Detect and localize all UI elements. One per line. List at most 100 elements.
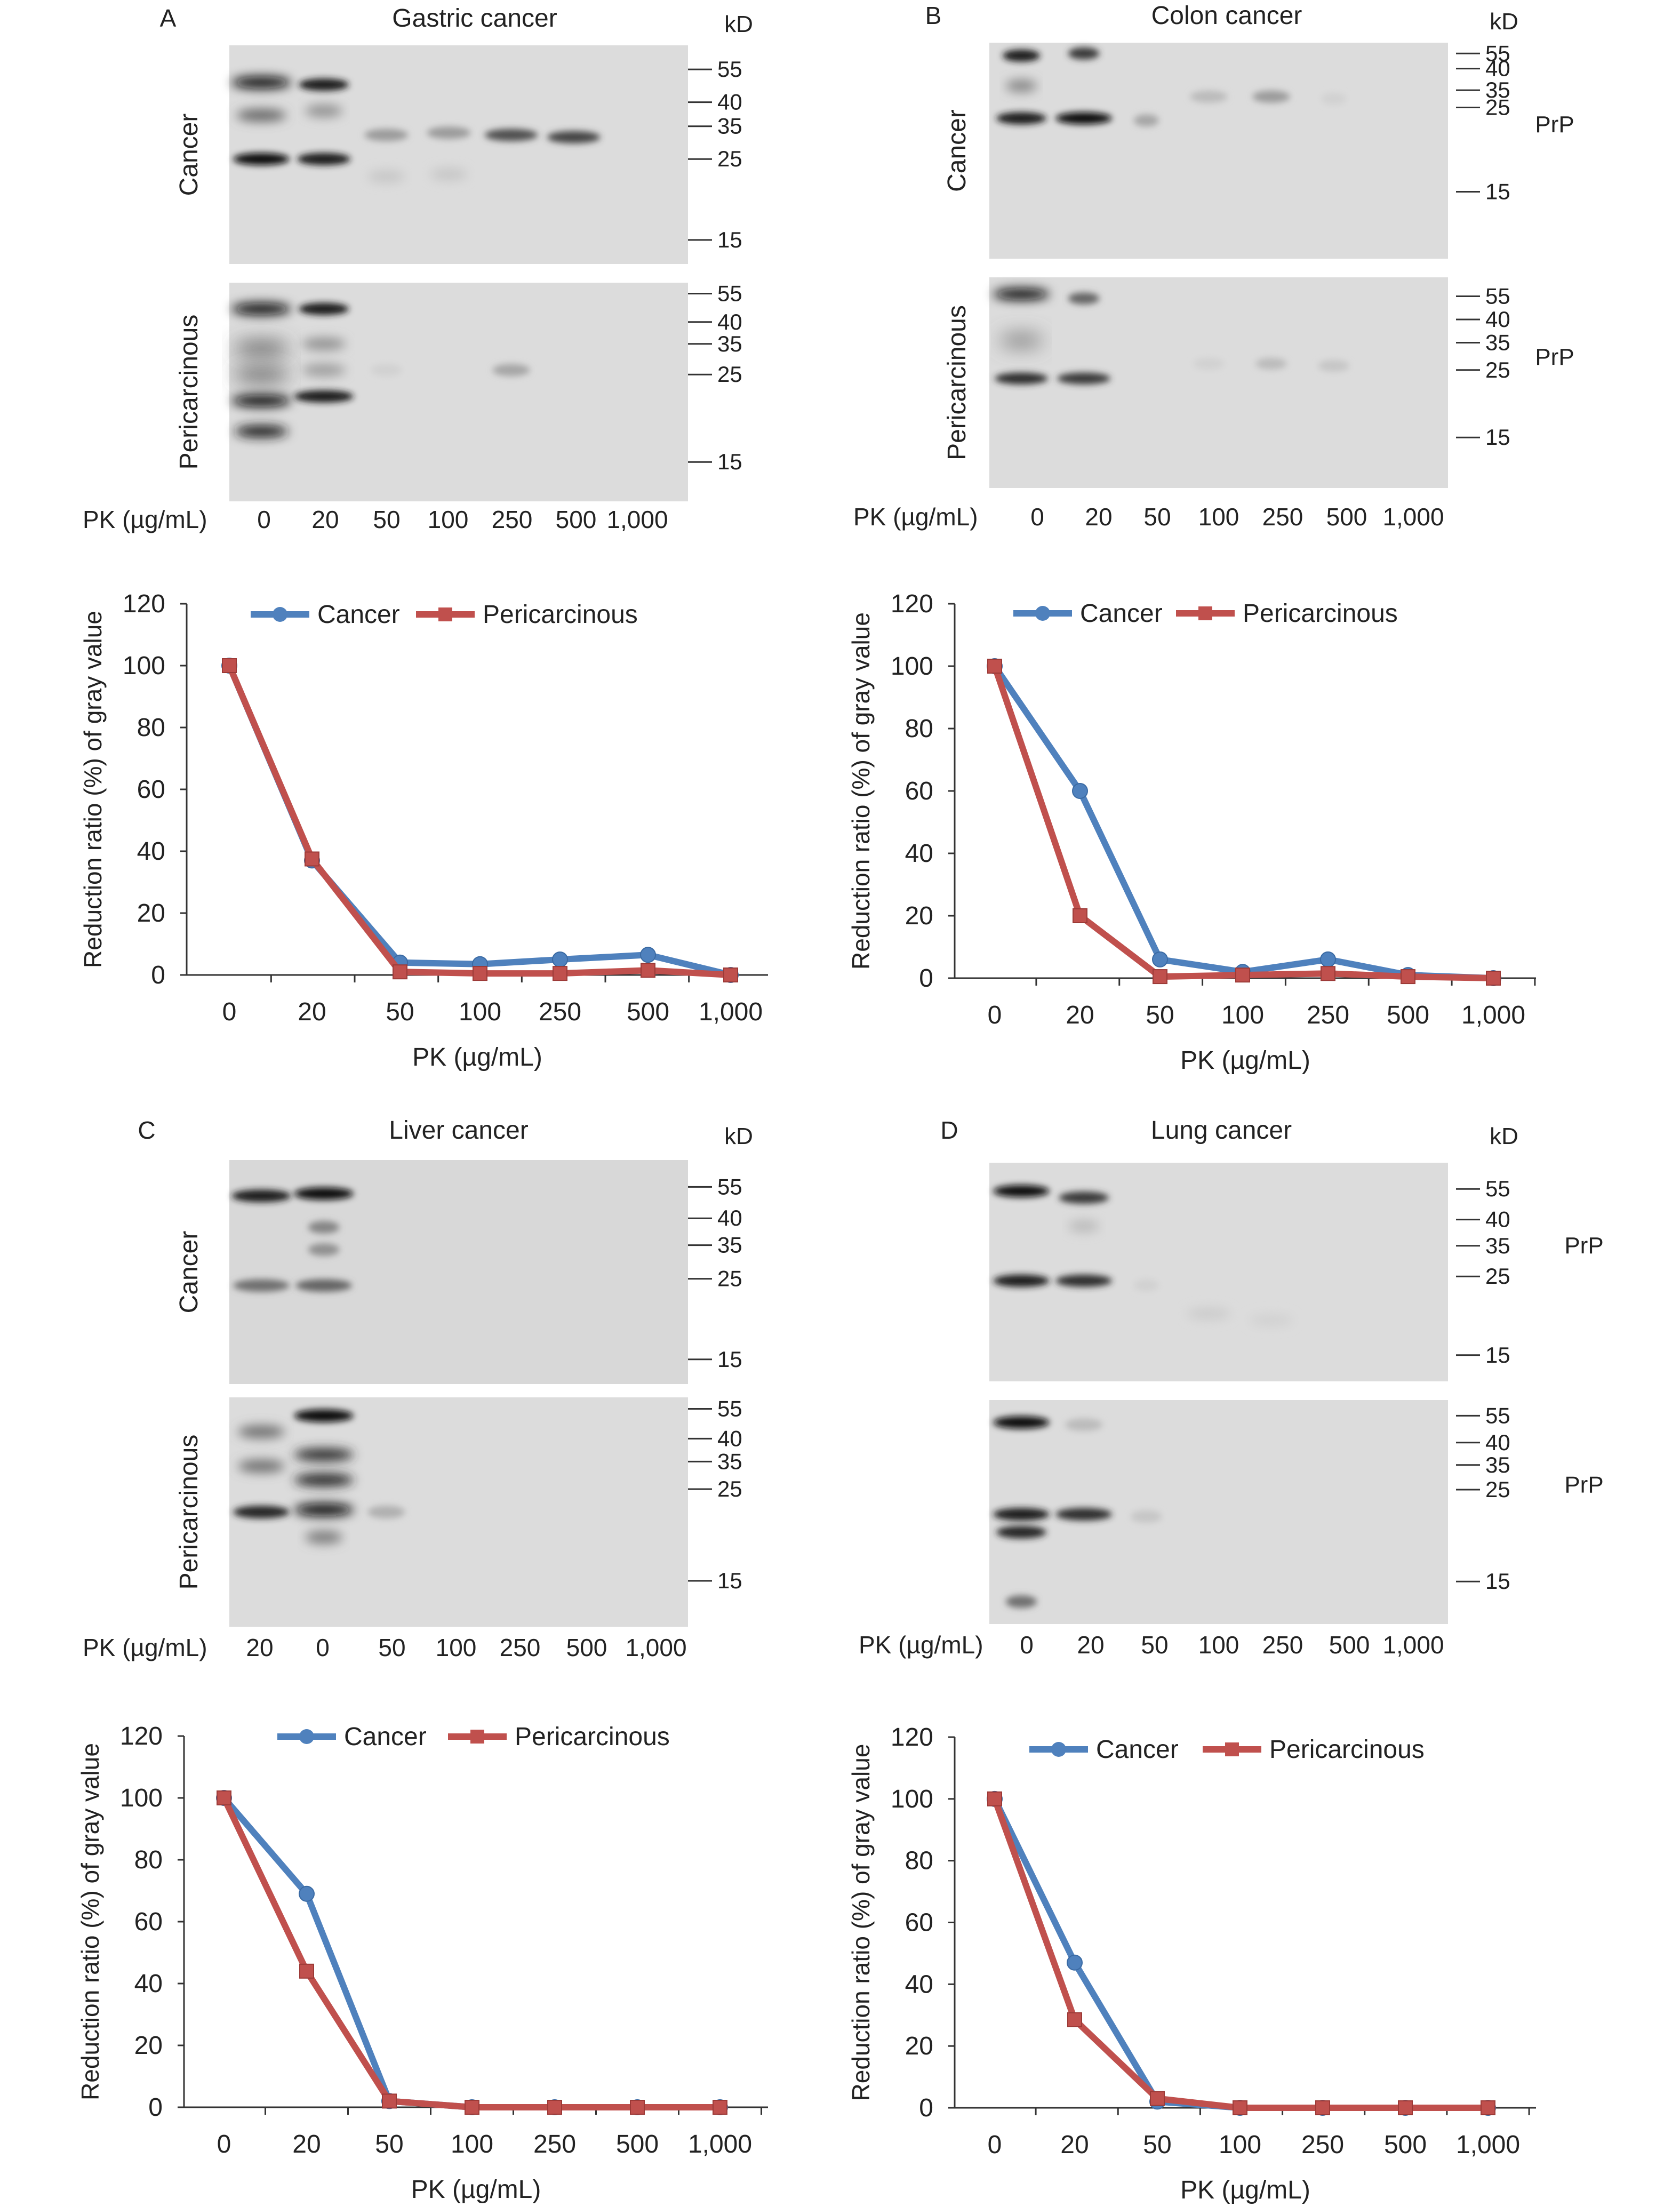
marker-label-15: 15 <box>717 1347 742 1372</box>
y-tick-label: 0 <box>151 961 165 989</box>
blot-band <box>238 1425 285 1438</box>
blot-c-top: 55 40 35 25 15 Cancer <box>175 1160 742 1384</box>
x-tick-label: 250 <box>1307 1001 1349 1029</box>
marker-label-40: 40 <box>717 1205 742 1230</box>
x-tick-label: 50 <box>1146 1001 1174 1029</box>
y-tick-label: 40 <box>905 1970 933 1998</box>
blot-band <box>993 1508 1050 1521</box>
x-tick-label: 1,000 <box>1461 1001 1525 1029</box>
x-axis-label: PK (µg/mL) <box>412 1043 542 1071</box>
y-tick-label: 60 <box>137 775 165 804</box>
point-cancer <box>1067 1954 1083 1971</box>
y-tick-label: 40 <box>134 1970 163 1998</box>
marker-label-40: 40 <box>1485 307 1510 332</box>
blot-band <box>430 168 468 181</box>
y-tick-label: 20 <box>134 2032 163 2060</box>
lane-label-3: 100 <box>1198 1631 1239 1659</box>
marker-label-15: 15 <box>717 1568 742 1593</box>
blot-band <box>1002 49 1041 62</box>
blot-band <box>233 342 290 355</box>
blot-band <box>993 1274 1050 1287</box>
y-tick-label: 120 <box>891 1723 933 1752</box>
x-tick-label: 500 <box>616 2130 659 2158</box>
point-pericarcinous <box>1233 2100 1247 2115</box>
blot-band <box>1131 1510 1162 1523</box>
x-tick-label: 500 <box>1387 1001 1429 1029</box>
point-pericarcinous <box>547 2100 562 2115</box>
x-tick-label: 50 <box>1143 2131 1171 2159</box>
legend-label-pericarcinous: Pericarcinous <box>1243 599 1398 628</box>
marker-label-25: 25 <box>717 362 742 387</box>
point-pericarcinous <box>723 967 738 982</box>
marker-label-35: 35 <box>717 1449 742 1474</box>
series-line-pericarcinous <box>991 665 1494 981</box>
legend-marker-cancer <box>299 1729 314 1744</box>
lane-axis-label: PK (µg/mL) <box>83 1634 207 1661</box>
marker-label-40: 40 <box>717 90 742 115</box>
blot-band <box>231 394 291 407</box>
marker-label-25: 25 <box>717 1476 742 1501</box>
blot-band <box>238 1459 285 1473</box>
y-tick-label: 100 <box>123 652 165 680</box>
marker-label-55: 55 <box>1485 284 1510 309</box>
blot-band <box>1068 1220 1100 1233</box>
blot-band <box>1193 357 1225 370</box>
blot-band <box>367 1505 405 1519</box>
x-tick-label: 0 <box>222 998 237 1026</box>
blot-band <box>492 364 530 377</box>
protein-label: PrP <box>1535 344 1574 370</box>
blot-band <box>302 338 346 350</box>
marker-label-35: 35 <box>1485 330 1510 355</box>
y-tick-label: 120 <box>123 590 165 618</box>
point-pericarcinous <box>305 851 319 867</box>
lane-label-2: 50 <box>378 1634 405 1661</box>
blot-band <box>233 153 290 165</box>
legend-label-cancer: Cancer <box>1080 599 1163 628</box>
y-tick-label: 60 <box>134 1908 163 1936</box>
blot-band <box>1133 114 1159 127</box>
legend-label-cancer: Cancer <box>1096 1736 1179 1764</box>
y-tick-label: 120 <box>891 590 933 618</box>
marker-label-35: 35 <box>1485 77 1510 102</box>
point-pericarcinous <box>222 658 237 673</box>
blot-band <box>1059 1192 1109 1204</box>
blot-band <box>1057 372 1110 385</box>
y-tick-label: 20 <box>905 2032 933 2060</box>
x-tick-label: 20 <box>292 2130 321 2158</box>
panel-title: Lung cancer <box>1151 1116 1292 1145</box>
marker-label-55: 55 <box>1485 41 1510 66</box>
blot-band <box>297 153 350 165</box>
x-tick-label: 100 <box>459 998 501 1026</box>
y-tick-label: 100 <box>891 1785 933 1813</box>
marker-label-40: 40 <box>1485 1207 1510 1232</box>
blot-band <box>1068 47 1100 60</box>
x-tick-label: 20 <box>1066 1001 1094 1029</box>
blot-band <box>427 126 471 139</box>
marker-label-35: 35 <box>717 1233 742 1258</box>
y-tick-label: 80 <box>134 1846 163 1874</box>
point-pericarcinous <box>1153 969 1167 985</box>
lane-label-3: 100 <box>436 1634 477 1661</box>
x-tick-label: 0 <box>988 2131 1002 2159</box>
blot-row-label: Pericarcinous <box>943 305 971 460</box>
blot-band <box>294 1409 354 1422</box>
legend-label-pericarcinous: Pericarcinous <box>483 601 638 629</box>
lane-label-0: 0 <box>1030 503 1044 531</box>
point-pericarcinous <box>1481 2100 1495 2115</box>
marker-label-55: 55 <box>717 1174 742 1199</box>
series-line-cancer <box>226 664 732 978</box>
series-line-cancer <box>992 664 1494 981</box>
marker-label-40: 40 <box>1485 56 1510 81</box>
y-tick-label: 0 <box>919 2094 933 2122</box>
lane-label-6: 1,000 <box>625 1634 686 1661</box>
blot-band <box>1005 79 1037 92</box>
y-tick-label: 60 <box>905 777 933 805</box>
marker-label-25: 25 <box>1485 1477 1510 1502</box>
kd-label: kD <box>724 11 753 37</box>
marker-label-25: 25 <box>717 1266 742 1291</box>
y-tick-label: 80 <box>137 714 165 742</box>
kd-label: kD <box>1490 1123 1518 1149</box>
blot-band <box>1133 1279 1159 1292</box>
